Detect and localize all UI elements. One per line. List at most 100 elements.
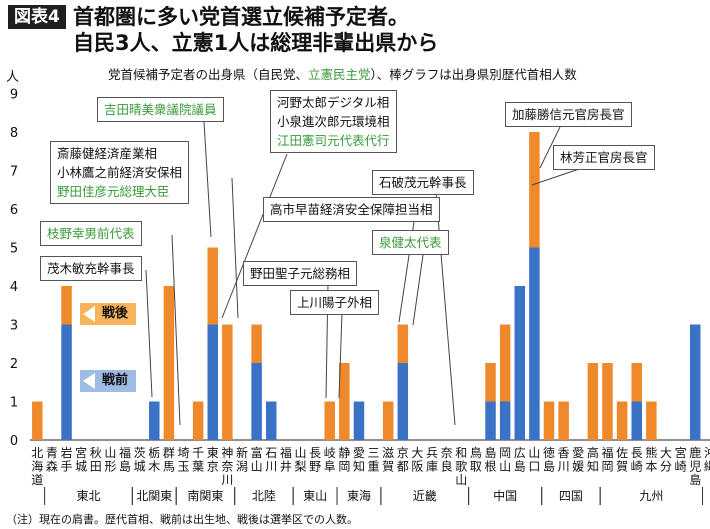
legend-postwar: 戦後 bbox=[80, 303, 137, 325]
leader-line bbox=[203, 121, 212, 238]
callout-line: 枝野幸男前代表 bbox=[47, 226, 135, 241]
callout-line: 加藤勝信元官房長官 bbox=[512, 107, 625, 122]
subtitle-party-cdp: 立憲民主党 bbox=[308, 67, 371, 82]
callout-kamikawa: 上川陽子外相 bbox=[290, 290, 380, 315]
legend-prewar: 戦前 bbox=[80, 370, 137, 392]
bar-postwar-長崎 bbox=[631, 363, 642, 402]
callout-saito: 斎藤健経済産業相小林鷹之前経済安保相 野田佳彦元総理大臣 bbox=[50, 141, 190, 204]
callout-line: 泉健太代表 bbox=[379, 235, 442, 250]
category-label: 佐賀 bbox=[616, 446, 628, 474]
category-label: 宮城 bbox=[75, 445, 87, 474]
bar-postwar-富山 bbox=[251, 324, 262, 363]
callout-line: 江田憲司元代表代行 bbox=[277, 133, 390, 148]
leader-line bbox=[171, 234, 181, 426]
bar-postwar-高知 bbox=[587, 363, 599, 440]
bar-postwar-福岡 bbox=[602, 363, 613, 440]
category-label: 岡山 bbox=[499, 446, 511, 474]
legend-postwar-label: 戦後 bbox=[102, 306, 129, 321]
region-label: 中国 bbox=[493, 488, 517, 503]
category-label: 滋賀 bbox=[382, 446, 394, 474]
bar-postwar-岩手 bbox=[61, 286, 72, 325]
callout-line: 吉田晴美衆議院議員 bbox=[104, 102, 217, 117]
region-label: 九州 bbox=[639, 489, 663, 503]
bar-prewar-愛知 bbox=[353, 401, 365, 440]
bar-postwar-香川 bbox=[558, 401, 569, 440]
bar-postwar-島根 bbox=[485, 363, 496, 402]
category-label: 秋田 bbox=[90, 446, 102, 474]
category-label: 静岡 bbox=[338, 446, 350, 474]
category-label: 愛知 bbox=[353, 446, 365, 474]
category-label: 茨城 bbox=[134, 446, 146, 474]
bar-prewar-長崎 bbox=[631, 401, 642, 440]
category-label: 山形 bbox=[104, 446, 116, 474]
category-label: 三重 bbox=[368, 446, 380, 474]
bar-prewar-広島 bbox=[514, 286, 526, 440]
bars-layer bbox=[32, 132, 701, 440]
arrow-left-icon bbox=[83, 373, 95, 389]
leader-line bbox=[412, 254, 424, 326]
category-label: 福島 bbox=[119, 445, 131, 474]
category-label: 京都 bbox=[397, 446, 409, 474]
bar-prewar-東京 bbox=[207, 324, 218, 440]
category-label: 香川 bbox=[558, 446, 570, 474]
bar-postwar-熊本 bbox=[646, 401, 657, 440]
bar-postwar-千葉 bbox=[192, 401, 204, 440]
category-label: 宮崎 bbox=[675, 445, 687, 474]
subtitle-part-1: 党首候補予定者の出身県（自民党、 bbox=[108, 67, 309, 82]
y-tick-label: 1 bbox=[10, 396, 18, 411]
callout-ishiba: 石破茂元幹事長 bbox=[372, 170, 474, 195]
footnote: （注）現在の肩書。歴代首相、戦前は出生地、戦後は選挙区での人数。 bbox=[6, 513, 358, 526]
leader-line bbox=[531, 167, 583, 186]
category-label: 岩手 bbox=[61, 445, 73, 474]
bar-postwar-滋賀 bbox=[382, 401, 394, 440]
y-axis-unit: 人 bbox=[6, 70, 20, 85]
y-tick-label: 4 bbox=[10, 280, 18, 295]
bar-prewar-島根 bbox=[485, 401, 496, 440]
category-label: 広島 bbox=[514, 446, 526, 474]
category-label: 石川 bbox=[265, 446, 277, 474]
bar-prewar-京都 bbox=[397, 363, 409, 440]
callout-line: 茂木敏充幹事長 bbox=[47, 261, 135, 276]
category-label: 大阪 bbox=[411, 446, 423, 474]
region-label: 南関東 bbox=[187, 488, 223, 503]
leader-line bbox=[145, 269, 153, 398]
category-label: 大分 bbox=[660, 446, 672, 474]
leader-line bbox=[539, 126, 561, 169]
callout-line: 小林鷹之前経済安保相 bbox=[57, 165, 183, 180]
bar-prewar-鹿児島 bbox=[689, 324, 701, 440]
region-label: 東北 bbox=[76, 489, 100, 503]
y-tick-label: 6 bbox=[10, 203, 18, 218]
bar-prewar-岡山 bbox=[499, 401, 511, 440]
callout-line: 上川陽子外相 bbox=[297, 295, 373, 310]
category-label: 長崎 bbox=[631, 446, 643, 474]
category-label: 埼玉 bbox=[178, 446, 190, 474]
category-label: 栃木 bbox=[148, 446, 160, 474]
category-label: 青森 bbox=[46, 446, 58, 474]
subtitle-part-2: ）、棒グラフは出身県別歴代首相人数 bbox=[370, 67, 577, 82]
region-label: 四国 bbox=[559, 489, 583, 503]
category-label: 福井 bbox=[280, 445, 292, 474]
y-tick-label: 5 bbox=[10, 242, 18, 257]
category-label: 福岡 bbox=[601, 445, 613, 474]
arrow-left-icon bbox=[83, 306, 95, 322]
category-label: 神奈川 bbox=[221, 446, 233, 487]
callout-line: 野田佳彦元総理大臣 bbox=[57, 184, 170, 199]
category-label: 群馬 bbox=[163, 446, 175, 474]
category-label: 東京 bbox=[207, 446, 219, 474]
bar-postwar-群馬 bbox=[163, 286, 175, 440]
category-label: 和歌山 bbox=[455, 446, 467, 487]
callout-edano: 枝野幸男前代表 bbox=[40, 221, 142, 246]
y-tick-label: 2 bbox=[10, 357, 18, 372]
category-label: 愛媛 bbox=[572, 446, 584, 474]
category-label: 鹿児島 bbox=[689, 445, 701, 487]
category-label: 島根 bbox=[485, 445, 497, 474]
bar-postwar-北海道 bbox=[32, 401, 43, 440]
bar-postwar-神奈川 bbox=[222, 324, 233, 440]
callout-motegi: 茂木敏充幹事長 bbox=[40, 256, 142, 281]
chart-subtitle: 党首候補予定者の出身県（自民党、立憲民主党）、棒グラフは出身県別歴代首相人数 bbox=[108, 64, 577, 83]
callout-kato: 加藤勝信元官房長官 bbox=[505, 102, 632, 127]
leader-line bbox=[221, 153, 288, 319]
callout-line: 高市早苗経済安全保障担当相 bbox=[270, 202, 433, 217]
callout-line: 斎藤健経済産業相 bbox=[57, 146, 158, 161]
